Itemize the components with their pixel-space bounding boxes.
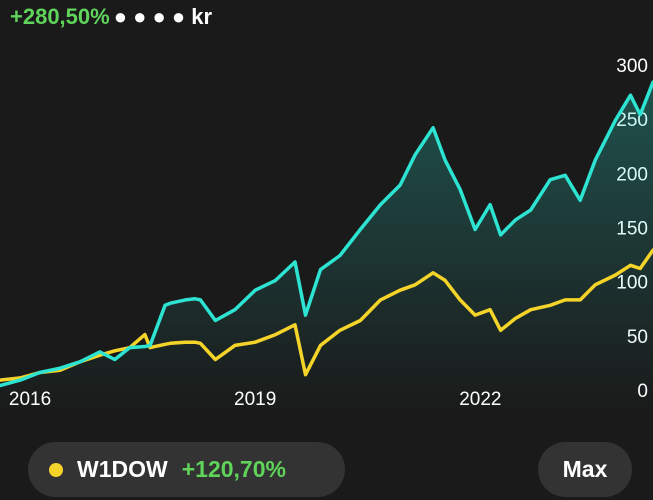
legend-name: W1DOW	[77, 456, 168, 482]
series-line	[0, 80, 653, 388]
area	[0, 82, 653, 412]
benchmark-legend[interactable]: W1DOW +120,70%	[28, 442, 345, 497]
total-return: +280,50%	[10, 4, 110, 29]
range-button[interactable]: Max	[538, 442, 632, 497]
y-tick-label: 300	[616, 56, 648, 77]
header: +280,50% ● ● ● ● kr	[10, 4, 212, 30]
legend-dot	[49, 462, 63, 477]
masked-balance: ● ● ● ● kr	[113, 4, 213, 29]
legend-change: +120,70%	[181, 456, 286, 482]
chart: 050100150200250300201620192022	[0, 56, 653, 412]
